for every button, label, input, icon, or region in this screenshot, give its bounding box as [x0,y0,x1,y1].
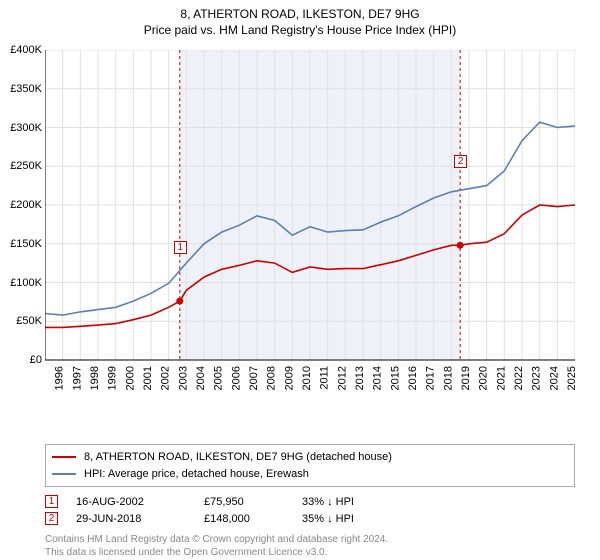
svg-text:2024: 2024 [548,366,560,390]
y-axis-label: £200K [2,199,42,211]
legend: 8, ATHERTON ROAD, ILKESTON, DE7 9HG (det… [45,444,575,559]
title-block: 8, ATHERTON ROAD, ILKESTON, DE7 9HG Pric… [0,0,600,38]
svg-text:2023: 2023 [531,366,543,390]
legend-label: 8, ATHERTON ROAD, ILKESTON, DE7 9HG (det… [84,449,392,466]
sale-row: 1 16-AUG-2002 £75,950 33% ↓ HPI [45,493,575,510]
y-axis-label: £0 [2,354,42,366]
footer: Contains HM Land Registry data © Crown c… [45,533,575,559]
y-axis-label: £400K [2,44,42,56]
svg-text:2007: 2007 [248,366,260,390]
svg-text:2011: 2011 [319,366,331,390]
title-subtitle: Price paid vs. HM Land Registry's House … [0,22,600,38]
svg-text:2010: 2010 [301,366,313,390]
sale-row-price: £148,000 [204,513,284,525]
y-axis-label: £250K [2,160,42,172]
svg-text:2013: 2013 [354,366,366,390]
chart-container: 8, ATHERTON ROAD, ILKESTON, DE7 9HG Pric… [0,0,600,560]
legend-row: 8, ATHERTON ROAD, ILKESTON, DE7 9HG (det… [52,449,568,466]
svg-text:1998: 1998 [89,366,101,390]
y-axis-label: £50K [2,315,42,327]
svg-text:2009: 2009 [283,366,295,390]
svg-text:2003: 2003 [177,366,189,390]
sale-row-marker: 1 [45,495,58,508]
footer-line2: This data is licensed under the Open Gov… [45,546,575,559]
sale-marker-box: 1 [174,241,187,254]
y-axis-label: £300K [2,122,42,134]
svg-text:2018: 2018 [442,366,454,390]
sale-row-price: £75,950 [204,496,284,508]
svg-text:2005: 2005 [213,366,225,390]
chart-svg: 1995 1996 1997 1998 1999 2000 2001 2002 2003 2004… [45,50,575,400]
svg-text:2012: 2012 [336,366,348,390]
svg-text:2022: 2022 [513,366,525,390]
title-address: 8, ATHERTON ROAD, ILKESTON, DE7 9HG [0,6,600,22]
svg-text:1999: 1999 [107,366,119,390]
sale-rows: 1 16-AUG-2002 £75,950 33% ↓ HPI 2 29-JUN-2018… [45,493,575,527]
legend-swatch [52,473,76,475]
svg-text:2020: 2020 [478,366,490,390]
svg-text:2021: 2021 [495,366,507,390]
sale-row: 2 29-JUN-2018 £148,000 35% ↓ HPI [45,510,575,527]
legend-swatch [52,456,76,458]
y-axis-label: £350K [2,83,42,95]
legend-row: HPI: Average price, detached house, Erew… [52,466,568,483]
svg-text:2017: 2017 [425,366,437,390]
svg-text:2025: 2025 [566,366,575,390]
y-axis-label: £100K [2,277,42,289]
legend-label: HPI: Average price, detached house, Erew… [84,466,309,483]
svg-text:2004: 2004 [195,366,207,390]
svg-text:2006: 2006 [230,366,242,390]
sale-row-hpi: 35% ↓ HPI [302,513,354,525]
sale-row-date: 29-JUN-2018 [76,513,186,525]
sale-marker-box: 2 [454,155,467,168]
sale-row-date: 16-AUG-2002 [76,496,186,508]
svg-text:2015: 2015 [389,366,401,390]
svg-text:1996: 1996 [54,366,66,390]
sale-row-marker: 2 [45,512,58,525]
y-axis-label: £150K [2,238,42,250]
svg-text:2002: 2002 [160,366,172,390]
svg-text:2008: 2008 [266,366,278,390]
footer-line1: Contains HM Land Registry data © Crown c… [45,533,575,546]
svg-text:2014: 2014 [372,366,384,390]
svg-text:1997: 1997 [71,366,83,390]
svg-text:1995: 1995 [45,366,48,390]
chart-area: 1995 1996 1997 1998 1999 2000 2001 2002 2003 2004… [45,50,575,400]
svg-text:2001: 2001 [142,366,154,390]
legend-box: 8, ATHERTON ROAD, ILKESTON, DE7 9HG (det… [45,444,575,487]
sale-row-hpi: 33% ↓ HPI [302,496,354,508]
svg-text:2019: 2019 [460,366,472,390]
svg-text:2000: 2000 [124,366,136,390]
svg-text:2016: 2016 [407,366,419,390]
